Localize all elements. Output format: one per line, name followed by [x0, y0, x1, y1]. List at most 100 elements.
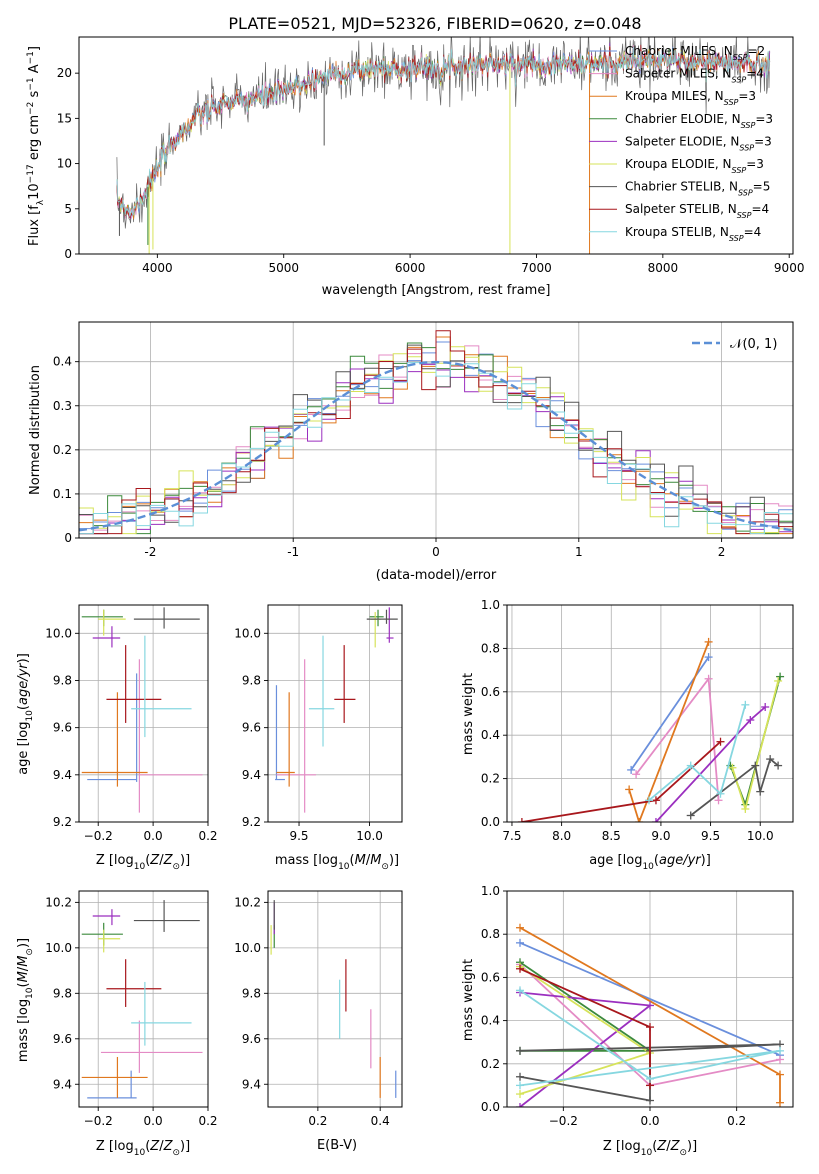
y-tick-label: 10.2 [45, 895, 72, 909]
x-tick-label: 9.0 [651, 829, 670, 843]
y-tick-label: 9.6 [242, 721, 261, 735]
y-tick-label: 9.4 [53, 768, 72, 782]
mass-vs-ebv-xlabel: E(B-V) [317, 1138, 357, 1153]
x-tick-label: 0.0 [144, 1114, 163, 1128]
y-tick-label: 15 [57, 111, 72, 125]
residuals-ylabel: Normed distribution [28, 365, 43, 495]
age-vs-mass-xlabel: mass [log10(M/M⊙)] [275, 853, 399, 872]
histogram-8 [79, 330, 793, 535]
weight_vs_age-ylabel: mass weight [461, 673, 476, 755]
y-tick-label: 0.4 [481, 1014, 500, 1028]
plot-area-spectrum [116, 37, 771, 254]
mass-vs-Z-xlabel: Z [log10(Z/Z⊙)] [96, 1139, 190, 1158]
y-tick-label: 0.6 [481, 970, 500, 984]
x-tick-label: 7.5 [502, 829, 521, 843]
normal-curve [79, 360, 793, 532]
y-tick-label: 0.0 [481, 815, 500, 829]
y-tick-label: 10.2 [234, 895, 261, 909]
axes-frame [78, 36, 794, 255]
x-tick-label: -2 [144, 545, 156, 559]
x-tick-label: 0.2 [198, 1114, 217, 1128]
histogram-9 [79, 362, 793, 535]
legend-label: Kroupa ELODIE, NSSP=3 [625, 157, 764, 175]
x-tick-label: 1 [575, 545, 583, 559]
legend-label: Salpeter MILES, NSSP=4 [625, 67, 764, 85]
weight-line-4 [519, 961, 653, 1052]
figure-title: PLATE=0521, MJD=52326, FIBERID=0620, z=0… [228, 14, 641, 33]
x-tick-label: 0.0 [144, 829, 163, 843]
plot-area-mass_vs_ebv [270, 900, 397, 1098]
y-tick-label: 9.6 [53, 1032, 72, 1046]
legend-label: Salpeter ELODIE, NSSP=3 [625, 134, 772, 152]
legend-label: Chabrier ELODIE, NSSP=3 [625, 112, 773, 130]
x-tick-label: −0.2 [84, 829, 113, 843]
y-tick-label: 9.4 [53, 1077, 72, 1091]
plot-area-mass_vs_Z [81, 900, 203, 1099]
axes-age_vs_Z: −0.2 0.0 0.2 9.2 9.4 9.6 9.8 10.0 Z [log10(Z/Z⊙)… [16, 604, 218, 872]
axes-residuals: -2 -1 0 1 2 0 0.1 0.2 0.3 0.4 𝒩(0, 1) (data-model)/… [28, 321, 794, 583]
x-tick-label: 6000 [395, 261, 426, 275]
y-tick-label: 9.8 [53, 673, 72, 687]
weight-line-9 [519, 989, 781, 1087]
x-tick-label: 9.5 [289, 829, 308, 843]
y-tick-label: 0.8 [481, 641, 500, 655]
axes-frame [267, 604, 403, 823]
mass-vs-Z-ylabel: mass [log10(M/M⊙)] [16, 938, 35, 1062]
spectrum-legend: Chabrier MILES, NSSP=2 Salpeter MILES, NS… [589, 44, 773, 242]
weight-line-9 [648, 704, 747, 801]
axes-spectrum: 4000 5000 6000 7000 8000 9000 0 5 10 15 20 Chabrier… [26, 36, 804, 298]
weight-vs-age-xlabel: age [log10(age/yr)] [589, 853, 711, 872]
y-tick-label: 0.4 [481, 728, 500, 742]
y-tick-label: 10.0 [45, 626, 72, 640]
y-tick-label: 9.4 [242, 768, 261, 782]
spectrum-ylabel: Flux [fλ10−17 erg cm−2 s−1 A−1] [26, 46, 46, 246]
weight-line-8 [521, 741, 722, 822]
x-tick-label: 8.0 [552, 829, 571, 843]
legend-label: Chabrier MILES, NSSP=2 [625, 44, 765, 62]
y-tick-label: 0.2 [53, 443, 72, 457]
age-vs-Z-ylabel: age [log10(age/yr)] [16, 653, 35, 775]
plot-area-age_vs_mass [275, 607, 398, 813]
x-tick-label: 10.0 [747, 829, 774, 843]
x-tick-label: 0.4 [371, 1114, 390, 1128]
x-tick-label: 4000 [142, 261, 173, 275]
axes-frame [78, 890, 209, 1108]
weight-vs-Z-xlabel: Z [log10(Z/Z⊙)] [603, 1139, 697, 1158]
axes-mass_vs_ebv: 0.2 0.4 9.4 9.6 9.8 10.0 10.2 E(B-V) [234, 890, 403, 1153]
y-tick-label: 10.0 [234, 941, 261, 955]
legend-label: Kroupa STELIB, NSSP=4 [625, 225, 761, 243]
plot-area-weight_vs_Z [516, 923, 784, 1107]
legend-label: 𝒩(0, 1) [730, 337, 777, 352]
y-tick-label: 0 [64, 531, 72, 545]
y-tick-label: 9.6 [53, 721, 72, 735]
x-tick-label: 0.2 [727, 1114, 746, 1128]
axes-age_vs_mass: 9.5 10.0 9.2 9.4 9.6 9.8 10.0 mass [log10(M/M⊙)… [234, 604, 403, 872]
x-tick-label: 8000 [648, 261, 679, 275]
x-tick-label: 9.5 [701, 829, 720, 843]
y-tick-label: 9.8 [242, 986, 261, 1000]
weight-line-6 [519, 965, 653, 1095]
y-tick-label: 9.6 [242, 1032, 261, 1046]
y-tick-label: 0.0 [481, 1100, 500, 1114]
weight-line-6 [731, 680, 779, 813]
age-vs-Z-xlabel: Z [log10(Z/Z⊙)] [96, 853, 190, 872]
y-tick-label: 0.1 [53, 487, 72, 501]
y-tick-label: 1.0 [481, 598, 500, 612]
y-tick-label: 10.0 [234, 626, 261, 640]
y-tick-label: 0.6 [481, 685, 500, 699]
y-tick-label: 0.2 [481, 772, 500, 786]
x-tick-label: 0.2 [308, 1114, 327, 1128]
y-tick-label: 9.8 [242, 673, 261, 687]
legend-label: Chabrier STELIB, NSSP=5 [625, 180, 770, 198]
y-tick-label: 10 [57, 157, 72, 171]
x-tick-label: -1 [287, 545, 299, 559]
y-tick-label: 0.2 [481, 1057, 500, 1071]
y-tick-label: 0.3 [53, 399, 72, 413]
axes-frame [506, 604, 794, 823]
axes-frame [78, 604, 209, 823]
plot-area-age_vs_Z [81, 607, 203, 813]
legend-label: Kroupa MILES, NSSP=3 [625, 89, 756, 107]
y-tick-label: 10.0 [45, 941, 72, 955]
